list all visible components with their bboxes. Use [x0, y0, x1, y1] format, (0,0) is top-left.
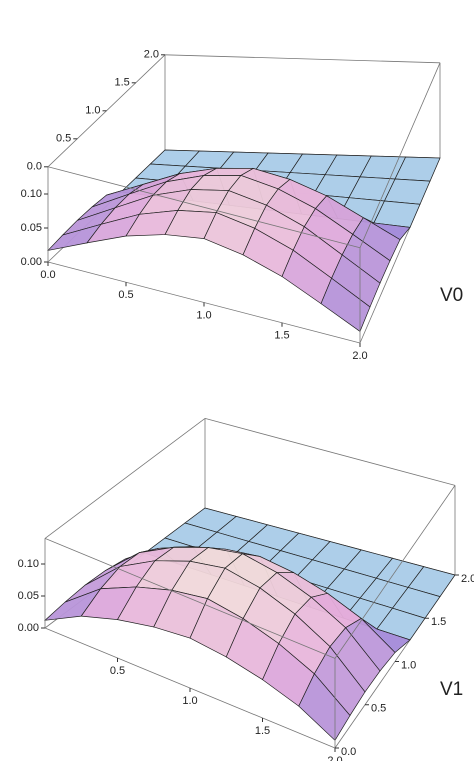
- box-edge: [44, 538, 336, 659]
- x-tick-label: 2.0: [327, 755, 342, 761]
- x-tick-label: 2.0: [352, 350, 367, 362]
- y-tick-label: 2.0: [144, 49, 159, 61]
- box-edge: [44, 418, 206, 539]
- box-edge: [47, 166, 361, 249]
- y-tick-label: 1.0: [401, 659, 416, 671]
- z-tick-label: 0.10: [18, 558, 39, 570]
- plot-label: V1: [440, 679, 463, 700]
- z-tick-label: 0.00: [18, 622, 39, 634]
- x-tick-label: 0.5: [118, 289, 133, 301]
- x-tick-label: 1.5: [274, 330, 289, 342]
- x-tick-label: 1.0: [196, 309, 211, 321]
- y-tick-label: 0.5: [56, 133, 71, 145]
- box-edge: [164, 54, 441, 64]
- box-edge: [359, 62, 441, 248]
- x-tick-label: 1.5: [255, 725, 270, 737]
- y-tick-label: 0.0: [341, 746, 356, 758]
- box-edge: [204, 418, 456, 486]
- x-tick-label: 0.5: [110, 665, 125, 677]
- y-tick-label: 2.0: [461, 573, 474, 585]
- z-tick-label: 0.10: [21, 188, 42, 200]
- plot-label: V0: [440, 285, 463, 306]
- y-tick-label: 1.5: [431, 616, 446, 628]
- y-tick-label: 1.0: [85, 105, 100, 117]
- z-tick-label: 0.00: [21, 256, 42, 268]
- y-tick-label: 0.0: [27, 161, 42, 173]
- y-tick-label: 1.5: [114, 77, 129, 89]
- surface-patch: [320, 277, 371, 332]
- y-tick-label: 0.5: [371, 703, 386, 715]
- x-tick-label: 0.0: [40, 269, 55, 281]
- box-edge: [334, 485, 456, 659]
- surface-patch: [298, 673, 351, 741]
- x-tick-label: 1.0: [182, 695, 197, 707]
- z-tick-label: 0.05: [18, 590, 39, 602]
- z-tick-label: 0.05: [21, 222, 42, 234]
